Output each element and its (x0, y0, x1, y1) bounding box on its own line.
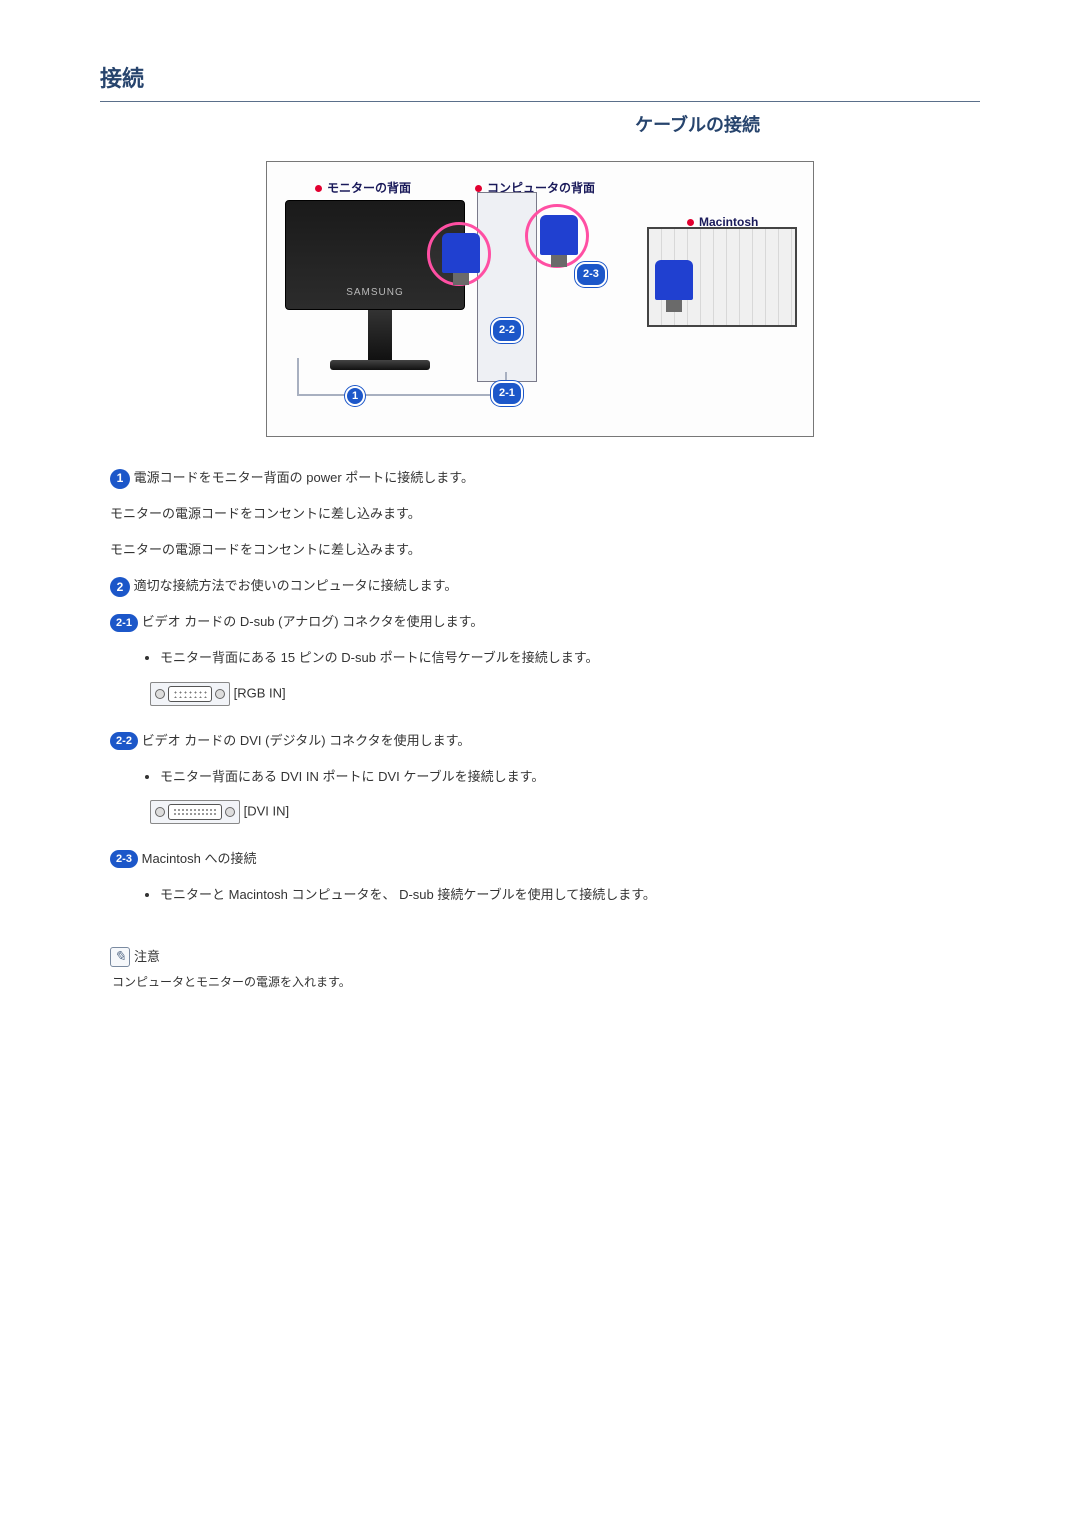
dvi-port-row: [DVI IN] (110, 800, 980, 824)
connection-diagram: モニターの背面 コンピュータの背面 Macintosh SAMSUNG 1 2-… (266, 161, 814, 437)
step-2-3-bullet: モニターと Macintosh コンピュータを、 D-sub 接続ケーブルを使用… (160, 884, 980, 906)
rgb-port-row: [RGB IN] (110, 682, 980, 706)
step-2-1-bullet: モニター背面にある 15 ピンの D-sub ポートに信号ケーブルを接続します。 (160, 647, 980, 669)
step-2-2-bullet: モニター背面にある DVI IN ポートに DVI ケーブルを接続します。 (160, 766, 980, 788)
step-2-3: 2-3 Macintosh への接続 (110, 848, 980, 870)
step-2: 2 適切な接続方法でお使いのコンピュータに接続します。 (110, 575, 980, 597)
note-icon: ✎ (110, 947, 130, 967)
step-2-2-list: モニター背面にある DVI IN ポートに DVI ケーブルを接続します。 (160, 766, 980, 788)
step-1-sub-b: モニターの電源コードをコンセントに差し込みます。 (110, 539, 980, 561)
step-2-1-list: モニター背面にある 15 ピンの D-sub ポートに信号ケーブルを接続します。 (160, 647, 980, 669)
callout-2-1: 2-1 (491, 381, 523, 406)
note-row: ✎ 注意 (110, 946, 980, 968)
pink-highlight-monitor (427, 222, 491, 286)
title-row: 接続 (100, 60, 980, 102)
dvi-port-icon (150, 800, 240, 824)
label-monitor-back: モニターの背面 (315, 178, 411, 198)
step-1: 1 電源コードをモニター背面の power ポートに接続します。 (110, 467, 980, 489)
note-label: 注意 (134, 946, 160, 968)
step-2-2: 2-2 ビデオ カードの DVI (デジタル) コネクタを使用します。 (110, 730, 980, 752)
rgb-port-icon (150, 682, 230, 706)
badge-2-2: 2-2 (110, 732, 138, 750)
step-2-3-text: Macintosh への接続 (142, 851, 257, 866)
badge-2-3: 2-3 (110, 850, 138, 868)
step-2-text: 適切な接続方法でお使いのコンピュータに接続します。 (134, 578, 458, 593)
callout-2-2: 2-2 (491, 318, 523, 343)
step-2-1-text: ビデオ カードの D-sub (アナログ) コネクタを使用します。 (142, 614, 484, 629)
page-title: 接続 (100, 60, 980, 97)
rgb-port-label: [RGB IN] (234, 685, 286, 700)
monitor-brand-text: SAMSUNG (346, 284, 404, 301)
instructions-content: 1 電源コードをモニター背面の power ポートに接続します。 モニターの電源… (110, 467, 980, 992)
step-1-text: 電源コードをモニター背面の power ポートに接続します。 (134, 470, 474, 485)
section-subtitle: ケーブルの接続 (100, 110, 980, 141)
vga-plug-mac-icon (655, 260, 693, 300)
step-1-sub-a: モニターの電源コードをコンセントに差し込みます。 (110, 503, 980, 525)
badge-2: 2 (110, 577, 130, 597)
badge-2-1: 2-1 (110, 614, 138, 632)
pink-highlight-pc (525, 204, 589, 268)
step-2-2-text: ビデオ カードの DVI (デジタル) コネクタを使用します。 (142, 733, 471, 748)
vga-plug-icon (442, 233, 480, 273)
vga-plug-icon (540, 215, 578, 255)
callout-2-3: 2-3 (575, 262, 607, 287)
note-text: コンピュータとモニターの電源を入れます。 (112, 972, 980, 992)
step-2-1: 2-1 ビデオ カードの D-sub (アナログ) コネクタを使用します。 (110, 611, 980, 633)
callout-1: 1 (345, 386, 365, 406)
diagram-container: モニターの背面 コンピュータの背面 Macintosh SAMSUNG 1 2-… (100, 161, 980, 437)
step-2-3-list: モニターと Macintosh コンピュータを、 D-sub 接続ケーブルを使用… (160, 884, 980, 906)
badge-1: 1 (110, 469, 130, 489)
dvi-port-label: [DVI IN] (244, 803, 290, 818)
